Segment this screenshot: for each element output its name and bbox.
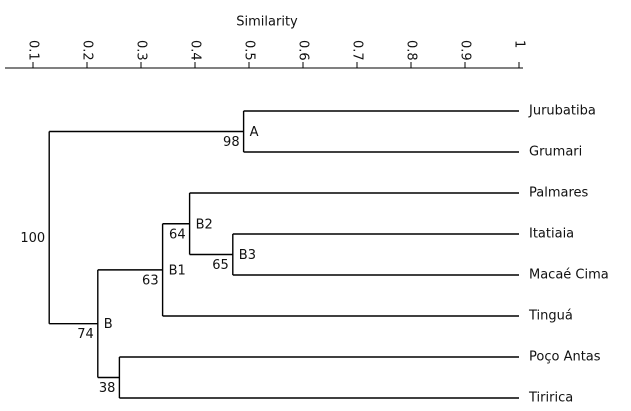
node-label: B3 (239, 248, 256, 263)
x-tick-label: 0.5 (242, 40, 257, 61)
node-label: B2 (196, 217, 213, 232)
leaf-label: Palmares (529, 186, 589, 201)
node-label: B1 (169, 263, 186, 278)
leaf-label: Macaé Cima (529, 268, 609, 283)
support-value: 38 (99, 381, 116, 396)
leaf-label: Tiririca (528, 391, 573, 406)
support-value: 65 (212, 258, 229, 273)
support-value: 64 (169, 227, 186, 242)
support-value: 100 (20, 231, 45, 246)
leaf-label: Tinguá (528, 309, 573, 324)
node-label: B (104, 317, 113, 332)
x-tick-label: 0.4 (188, 40, 203, 61)
x-tick-label: 0.1 (26, 40, 41, 61)
leaf-label: Jurubatiba (528, 104, 596, 119)
leaf-label: Grumari (529, 145, 582, 160)
x-tick-label: 0.8 (404, 40, 419, 61)
x-tick-label: 0.3 (134, 40, 149, 61)
x-tick-label: 0.2 (80, 40, 95, 61)
x-tick-label: 0.7 (350, 40, 365, 61)
node-label: A (250, 125, 259, 140)
x-tick-label: 0.6 (296, 40, 311, 61)
support-value: 63 (142, 273, 159, 288)
support-value: 74 (77, 327, 94, 342)
axis-title: Similarity (236, 15, 298, 30)
support-value: 98 (223, 135, 240, 150)
leaf-label: Itatiaia (529, 227, 574, 242)
leaf-label: Poço Antas (529, 350, 601, 365)
x-tick-label: 1 (512, 40, 527, 48)
x-tick-label: 0.9 (458, 40, 473, 61)
